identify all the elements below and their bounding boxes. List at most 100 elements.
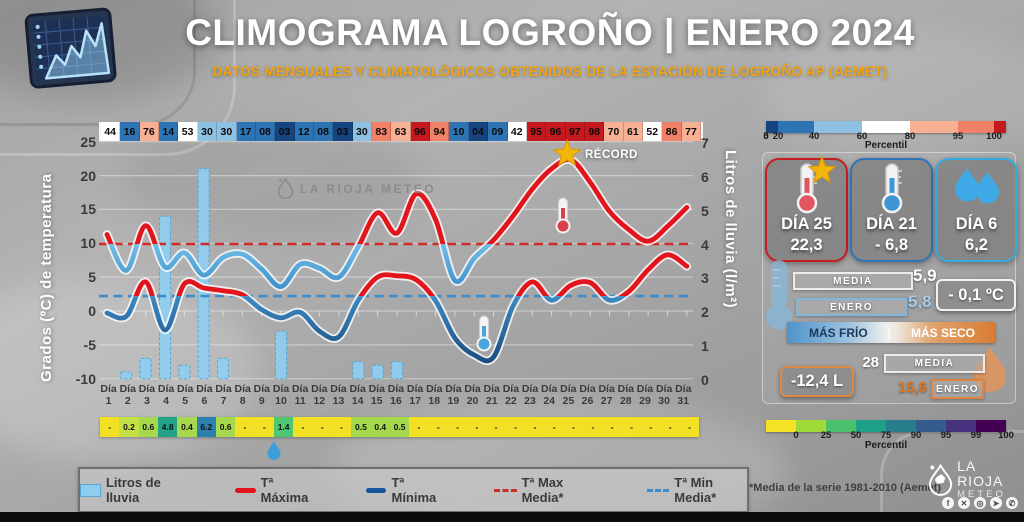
rain-enero-bar: ENERO <box>931 379 984 399</box>
scale-tick-20: 20 <box>772 131 784 142</box>
rain-cell-day-13: - <box>331 417 352 437</box>
percentile-cell-day-2: 16 <box>120 122 140 141</box>
percentile-cell-day-6: 30 <box>197 122 218 141</box>
rain-cell-day-7: 0.6 <box>215 417 236 437</box>
x-tick-day-27: Día 27 <box>598 383 615 407</box>
rain-bar-day-10 <box>275 330 287 380</box>
comparison-colder-label: MÁS FRÍO <box>809 325 868 340</box>
scale-tick-100: 100 <box>998 430 1014 441</box>
x-tick-day-2: Día 2 <box>119 383 136 407</box>
social-tg-icon[interactable]: ➤ <box>990 497 1002 509</box>
comparison-drier-label: MÁS SECO <box>910 325 975 340</box>
percentile-cell-day-14: 30 <box>352 122 373 141</box>
rain-bar-day-3 <box>139 357 152 380</box>
percentile-cell-day-11: 12 <box>294 122 314 141</box>
x-tick-day-25: Día 25 <box>560 383 577 407</box>
scale-segment <box>796 420 826 432</box>
rain-cell-day-23: - <box>525 417 545 437</box>
daily-percentile-strip: 44 16 76 14 53 30 30 17 08 03 12 08 03 30 83 63 96 94 10 04… <box>99 122 703 141</box>
card-day-label: DÍA 6 <box>955 215 998 233</box>
scale-tick-99: 99 <box>970 430 982 441</box>
x-tick-day-22: Día 22 <box>502 383 520 407</box>
percentile-cell-day-4: 14 <box>159 122 179 141</box>
social-f-icon[interactable]: f <box>942 497 954 509</box>
rain-cell-day-2: 0.2 <box>119 417 139 437</box>
rain-cell-day-28: - <box>621 417 642 437</box>
watermark: LA RIOJA METEO <box>277 178 436 199</box>
rain-bar-day-14 <box>352 361 365 380</box>
scale-tick-95: 95 <box>952 131 964 142</box>
scale-tick-90: 90 <box>910 430 922 441</box>
social-x-icon[interactable]: ✕ <box>958 497 970 509</box>
percentile-cell-day-12: 08 <box>313 122 334 141</box>
y-tick-right-1: 1 <box>701 338 709 355</box>
chart-screen-logo <box>22 4 121 101</box>
percentile-cell-day-17: 96 <box>410 122 431 141</box>
percentile-cell-day-19: 10 <box>449 122 469 141</box>
social-ig-icon[interactable]: ◎ <box>974 497 986 509</box>
scale-segment <box>766 420 796 432</box>
scale-tick-40: 40 <box>808 131 820 142</box>
rain-cell-day-5: 0.4 <box>177 417 197 437</box>
record-card-1: DÍA 25 22,3 <box>765 155 848 262</box>
x-tick-day-21: Día 21 <box>483 383 500 407</box>
scale-tick-80: 80 <box>904 131 916 142</box>
x-tick-day-20: Día 20 <box>464 383 481 407</box>
scale-tick-60: 60 <box>856 131 868 142</box>
social-wa-icon[interactable]: ✆ <box>1006 497 1018 509</box>
x-tick-day-13: Día 13 <box>330 383 347 407</box>
temperature-scale-caption: Percentil <box>864 140 908 151</box>
rain-cell-day-12: - <box>312 417 332 437</box>
brand-name: LA RIOJA <box>957 458 1004 489</box>
social-icons: f ✕ ◎ ➤ ✆ <box>942 497 1018 509</box>
temp-enero-value: 5,8 <box>908 292 932 311</box>
percentile-cell-day-21: 09 <box>488 122 508 141</box>
thermometer-icon <box>796 163 817 214</box>
rain-cell-day-22: - <box>505 417 526 437</box>
page-title: CLIMOGRAMA LOGROÑO | ENERO 2024 <box>185 12 915 53</box>
card-day-label: DÍA 25 <box>781 215 832 233</box>
tmin-media-swatch-icon <box>646 488 670 492</box>
temp-media-value: 5,9 <box>913 266 937 285</box>
x-tick-day-28: Día 28 <box>617 383 634 407</box>
rain-drops-icon <box>954 168 999 204</box>
x-tick-day-4: Día 4 <box>157 383 175 407</box>
percentile-cell-day-29: 52 <box>643 122 663 141</box>
percentile-cell-day-26: 98 <box>584 122 605 141</box>
rain-cell-day-18: - <box>428 417 448 437</box>
x-tick-day-30: Día 30 <box>655 383 673 407</box>
scale-segment <box>826 420 856 432</box>
rain-enero-bar-label: ENERO <box>935 383 980 395</box>
percentile-cell-day-9: 08 <box>255 122 276 141</box>
scale-tick-95: 95 <box>940 430 952 441</box>
scale-tick-100: 100 <box>986 131 1002 142</box>
percentile-cell-day-28: 61 <box>623 122 644 141</box>
scale-segment <box>916 420 946 432</box>
x-tick-day-17: Día 17 <box>406 383 424 407</box>
x-tick-day-15: Día 15 <box>368 383 385 407</box>
rain-percentile-scale <box>766 420 1006 432</box>
scale-tick-75: 75 <box>880 430 892 441</box>
y-tick-left--5: -5 <box>83 336 96 353</box>
thermometer-silhouette-icon <box>763 258 795 337</box>
rain-bar-day-16 <box>390 361 403 380</box>
tmax-line <box>104 157 690 244</box>
y-tick-right-7: 7 <box>701 134 709 151</box>
x-tick-day-7: Día 7 <box>215 383 232 407</box>
y-tick-right-3: 3 <box>701 270 709 287</box>
legend-label: Tª Min Media* <box>674 475 717 505</box>
percentile-cell-day-3: 76 <box>139 122 160 141</box>
legend-item-bar: Litros de lluvia <box>80 475 185 505</box>
rain-cell-day-16: 0.5 <box>389 417 410 437</box>
rain-cell-day-8: - <box>235 417 255 437</box>
star-icon <box>807 155 837 184</box>
tmin-line <box>133 252 690 297</box>
record-card-3: DÍA 6 6,2 <box>935 158 1018 262</box>
x-tick-day-11: Día 11 <box>291 383 309 407</box>
card-value: 22,3 <box>790 236 823 254</box>
x-tick-day-16: Día 16 <box>387 383 405 407</box>
scale-segment <box>946 420 976 432</box>
x-tick-day-24: Día 24 <box>541 383 558 407</box>
y-tick-right-5: 5 <box>701 202 709 219</box>
rain-cell-day-17: - <box>409 417 429 437</box>
